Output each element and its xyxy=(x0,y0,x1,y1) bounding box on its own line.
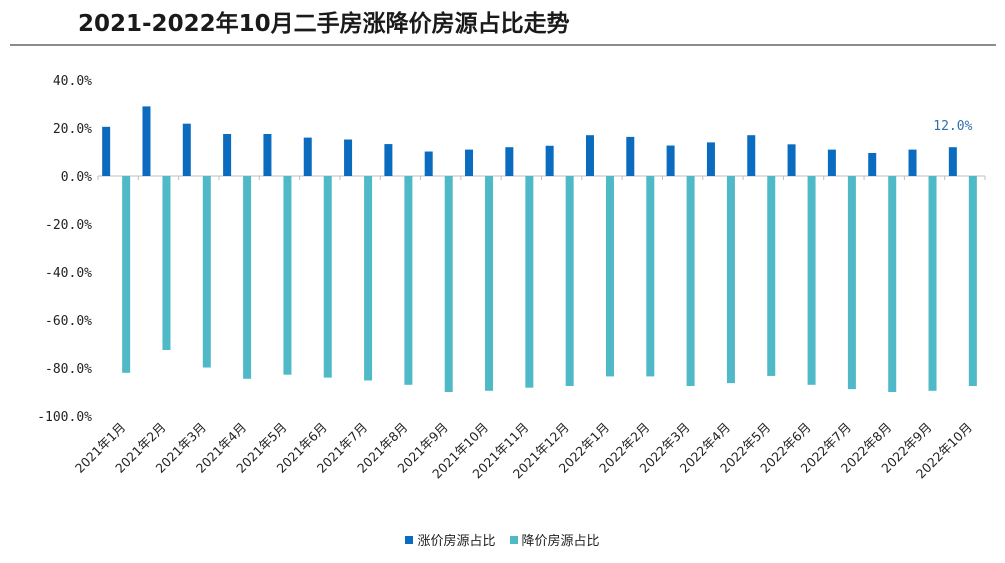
legend-item-down: 降价房源占比 xyxy=(509,530,600,549)
bar-up xyxy=(868,152,877,176)
legend-item-up: 涨价房源占比 xyxy=(405,530,496,549)
bar-down xyxy=(122,176,131,373)
bar-up xyxy=(505,147,514,176)
bar-up xyxy=(424,151,433,176)
bar-down xyxy=(726,176,735,384)
bar-down xyxy=(767,176,776,376)
legend-label-up: 涨价房源占比 xyxy=(417,534,496,549)
bar-up xyxy=(908,149,917,176)
bar-up xyxy=(787,144,796,176)
bar-up xyxy=(142,106,151,176)
bar-down xyxy=(404,176,413,385)
y-tick-label: 40.0% xyxy=(53,74,92,89)
y-tick-label: -40.0% xyxy=(45,266,92,281)
bar-up xyxy=(626,136,635,176)
bar-down xyxy=(968,176,977,386)
bar-down xyxy=(847,176,856,390)
bar-up xyxy=(303,137,312,176)
bar-up xyxy=(223,134,232,176)
legend-label-down: 降价房源占比 xyxy=(521,534,600,549)
chart-title: 2021-2022年10月二手房涨降价房源占比走势 xyxy=(78,11,570,37)
legend-swatch-up xyxy=(405,535,414,544)
bar-down xyxy=(646,176,655,377)
y-tick-label: -20.0% xyxy=(45,218,92,233)
bar-down xyxy=(686,176,695,386)
bar-up xyxy=(384,144,393,176)
bar-down xyxy=(283,176,292,375)
bar-down xyxy=(202,176,211,368)
legend-swatch-down xyxy=(509,535,518,544)
bar-down xyxy=(162,176,171,350)
bar-down xyxy=(364,176,373,381)
y-tick-label: 20.0% xyxy=(53,122,92,137)
bar-down xyxy=(888,176,897,392)
bar-up xyxy=(706,142,715,176)
data-label: 12.0% xyxy=(933,119,972,134)
bar-down xyxy=(605,176,614,377)
y-tick-label: 0.0% xyxy=(61,170,92,185)
bar-down xyxy=(243,176,252,379)
bar-down xyxy=(323,176,332,378)
bar-down xyxy=(444,176,453,392)
bar-down xyxy=(565,176,574,386)
bar-up xyxy=(827,149,836,176)
bar-up xyxy=(585,135,594,176)
y-tick-label: -80.0% xyxy=(45,362,92,377)
bar-up xyxy=(182,123,191,176)
legend: 涨价房源占比 降价房源占比 xyxy=(0,530,1005,549)
bar-down xyxy=(525,176,534,388)
title-divider xyxy=(10,44,996,46)
bar-down xyxy=(928,176,937,391)
bar-up xyxy=(102,126,111,176)
bar-down xyxy=(485,176,494,391)
bar-up xyxy=(948,147,957,176)
bar-up xyxy=(747,135,756,176)
bar-up xyxy=(263,134,272,176)
bar-up xyxy=(465,149,474,176)
bar-up xyxy=(666,145,675,176)
bar-up xyxy=(344,139,353,176)
bar-up xyxy=(545,145,554,176)
y-tick-label: -100.0% xyxy=(37,410,92,425)
y-tick-label: -60.0% xyxy=(45,314,92,329)
bar-down xyxy=(807,176,816,385)
